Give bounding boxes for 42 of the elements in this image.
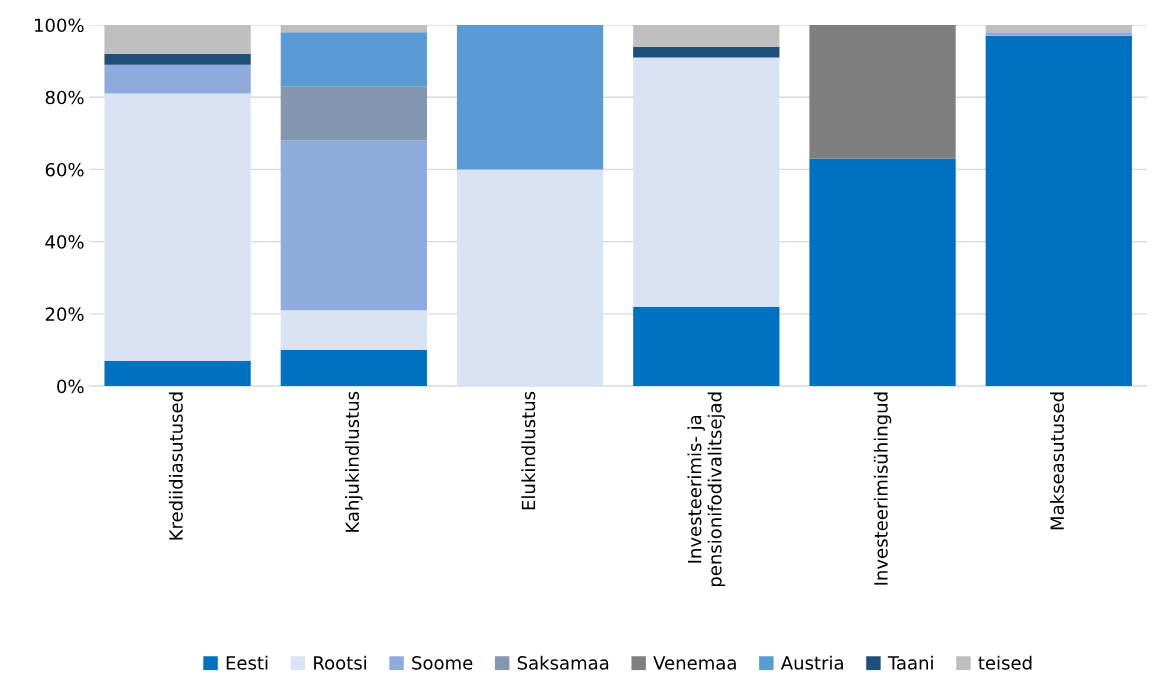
legend-label: Soome — [412, 656, 473, 670]
bar — [104, 93, 251, 361]
legend-label: Saksamaa — [517, 655, 609, 670]
legend-label: Taani — [887, 655, 933, 670]
bar — [633, 24, 780, 47]
bar — [280, 140, 427, 311]
y-tick-label: 60% — [45, 162, 84, 177]
bar — [456, 24, 604, 170]
legend-label: teised — [978, 655, 1032, 670]
bar — [280, 349, 427, 387]
bar — [456, 169, 604, 387]
legend-label: Rootsi — [314, 655, 366, 670]
bar — [633, 57, 780, 307]
bar — [104, 24, 251, 54]
x-tick-label: Investeerimis- ja pensionifodivalitsejad — [687, 392, 726, 587]
bar — [633, 46, 780, 58]
y-tick-label: 0% — [57, 379, 84, 394]
y-tick-label: 40% — [45, 235, 84, 249]
x-tick-label: Kahjukindlustus — [345, 391, 363, 532]
bar — [985, 35, 1132, 387]
bar — [280, 86, 427, 141]
bar — [280, 32, 427, 87]
bar — [104, 53, 251, 65]
bar — [985, 24, 1132, 33]
bar — [280, 310, 427, 350]
x-tick-label: Krediidiasutused — [168, 392, 183, 540]
bar — [633, 306, 780, 387]
x-tick-label: Makseasutused — [1050, 392, 1065, 530]
x-tick-label: Investeerimisühingud — [873, 392, 892, 585]
legend-label: Venemaa — [653, 656, 736, 670]
y-tick-label: 80% — [45, 90, 84, 105]
bar — [280, 24, 427, 33]
bar — [985, 32, 1132, 36]
bar — [104, 64, 251, 94]
bar — [809, 24, 956, 159]
y-tick-label: 100% — [34, 18, 84, 33]
bar — [104, 360, 251, 387]
legend-label: Austria — [780, 655, 843, 670]
x-tick-label: Elukindlustus — [521, 391, 536, 510]
y-tick-label: 20% — [45, 307, 84, 321]
legend-label: Eesti — [226, 655, 268, 670]
bar — [809, 158, 956, 387]
